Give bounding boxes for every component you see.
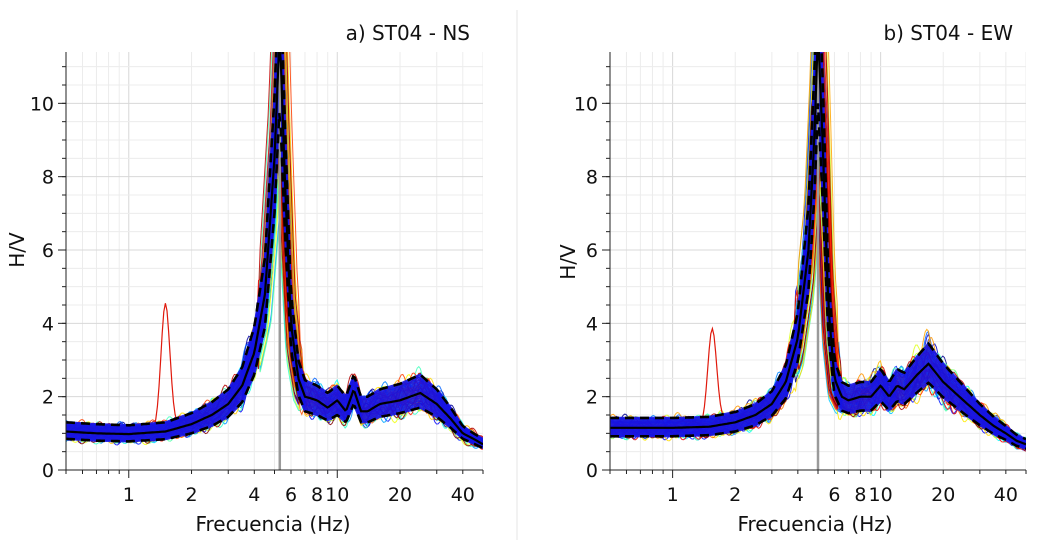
panel-title: a) ST04 - NS (346, 21, 470, 45)
panel-ns: a) ST04 - NS H/V Frecuencia (Hz) 0246810… (5, 21, 484, 536)
x-tick-label: 20 (931, 484, 955, 506)
y-tick-label: 6 (586, 240, 598, 262)
std-curve (66, 52, 483, 440)
band-curve (610, 52, 1026, 447)
y-axis-label: H/V (556, 244, 580, 280)
x-tick-label: 20 (388, 484, 412, 506)
x-tick-label: 40 (451, 484, 475, 506)
x-tick-label: 10 (869, 484, 893, 506)
band-curve (610, 52, 1026, 442)
mean-curve (66, 52, 483, 446)
band-curve (610, 52, 1026, 445)
x-tick-label: 2 (729, 484, 741, 506)
x-tick-label: 8 (854, 484, 866, 506)
x-tick-label: 4 (248, 484, 260, 506)
y-tick-label: 6 (42, 240, 54, 262)
band-curve (610, 52, 1026, 444)
x-tick-label: 1 (667, 484, 679, 506)
y-axis-label: H/V (5, 232, 29, 268)
x-tick-label: 8 (311, 484, 323, 506)
x-axis-label: Frecuencia (Hz) (737, 512, 892, 536)
x-tick-label: 4 (792, 484, 804, 506)
band-curve (610, 52, 1026, 443)
panel-title: b) ST04 - EW (883, 21, 1013, 45)
x-tick-label: 40 (994, 484, 1018, 506)
y-tick-label: 10 (30, 93, 54, 115)
mean-curve (610, 52, 1026, 446)
band-curve (610, 52, 1026, 443)
y-tick-label: 4 (42, 313, 54, 335)
x-tick-label: 6 (828, 484, 840, 506)
x-tick-label: 1 (123, 484, 135, 506)
y-tick-label: 0 (42, 460, 54, 482)
std-curve (66, 112, 483, 450)
y-tick-label: 2 (42, 387, 54, 409)
y-tick-label: 2 (586, 387, 598, 409)
panel-ew: b) ST04 - EW H/V Frecuencia (Hz) 0246810… (556, 21, 1027, 536)
band-curve (610, 52, 1026, 441)
std-curve (610, 52, 1026, 441)
plot-area (66, 52, 483, 470)
plot-area (610, 52, 1026, 470)
y-tick-label: 10 (574, 93, 598, 115)
y-tick-label: 8 (586, 167, 598, 189)
x-axis-label: Frecuencia (Hz) (195, 512, 350, 536)
y-tick-label: 8 (42, 167, 54, 189)
std-curve (610, 103, 1026, 450)
x-tick-label: 6 (285, 484, 297, 506)
x-tick-label: 10 (325, 484, 349, 506)
x-tick-label: 2 (185, 484, 197, 506)
y-tick-label: 4 (586, 313, 598, 335)
y-tick-label: 0 (586, 460, 598, 482)
std-band (66, 52, 483, 450)
